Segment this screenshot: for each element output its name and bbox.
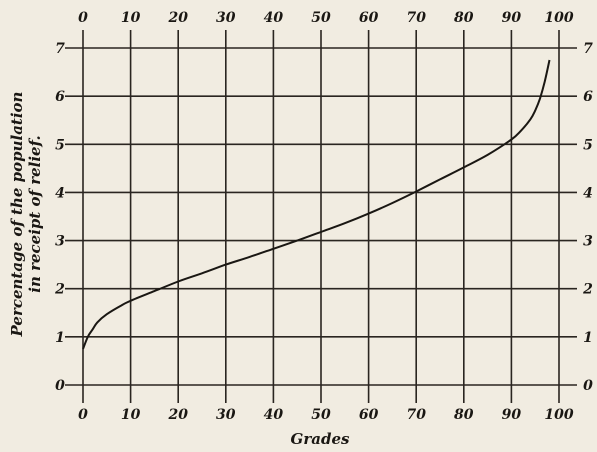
x-tick-bottom-0: 0 (78, 407, 88, 423)
x-tick-top-20: 20 (167, 10, 188, 26)
bottom-tick-labels: 0 10 20 30 40 50 60 70 80 90 100 (78, 407, 574, 423)
y-tick-left-6: 6 (55, 89, 65, 105)
x-tick-top-40: 40 (264, 10, 284, 26)
x-tick-bottom-100: 100 (544, 407, 573, 423)
x-tick-bottom-10: 10 (121, 407, 141, 423)
x-tick-bottom-60: 60 (359, 407, 379, 423)
y-tick-left-3: 3 (55, 234, 65, 250)
left-tick-labels: 0 1 2 3 4 5 6 7 (54, 41, 65, 394)
right-tick-labels: 0 1 2 3 4 5 6 7 (582, 41, 593, 394)
y-tick-left-2: 2 (54, 282, 65, 298)
grid (65, 30, 577, 403)
y-tick-left-7: 7 (55, 41, 65, 57)
top-tick-labels: 0 10 20 30 40 50 60 70 80 90 100 (78, 10, 574, 26)
x-tick-top-90: 90 (502, 10, 522, 26)
y-tick-left-0: 0 (55, 378, 65, 394)
x-tick-top-60: 60 (359, 10, 379, 26)
x-tick-bottom-50: 50 (311, 407, 331, 423)
y-tick-right-7: 7 (583, 41, 593, 57)
y-tick-right-3: 3 (583, 234, 593, 250)
x-tick-top-70: 70 (406, 10, 426, 26)
y-tick-right-1: 1 (583, 330, 593, 346)
y-tick-left-4: 4 (55, 185, 65, 201)
x-tick-bottom-70: 70 (406, 407, 426, 423)
y-tick-left-1: 1 (55, 330, 65, 346)
y-tick-right-0: 0 (583, 378, 593, 394)
x-tick-top-10: 10 (121, 10, 141, 26)
x-axis-title: Grades (291, 430, 350, 448)
y-tick-right-4: 4 (583, 185, 593, 201)
y-tick-right-5: 5 (583, 137, 593, 153)
x-tick-top-100: 100 (544, 10, 573, 26)
x-tick-top-0: 0 (78, 10, 88, 26)
y-axis-title-line1: Percentage of the population (8, 92, 26, 338)
x-tick-top-50: 50 (311, 10, 331, 26)
x-tick-bottom-30: 30 (216, 407, 236, 423)
y-tick-right-2: 2 (582, 282, 593, 298)
x-tick-top-30: 30 (216, 10, 236, 26)
x-tick-top-80: 80 (454, 10, 474, 26)
x-tick-bottom-80: 80 (454, 407, 474, 423)
y-tick-left-5: 5 (55, 137, 65, 153)
series-line (82, 59, 551, 350)
x-tick-bottom-20: 20 (167, 407, 188, 423)
y-tick-right-6: 6 (583, 89, 593, 105)
y-axis-title-line2: in receipt of relief. (26, 135, 44, 293)
x-tick-bottom-40: 40 (264, 407, 284, 423)
x-tick-bottom-90: 90 (502, 407, 522, 423)
